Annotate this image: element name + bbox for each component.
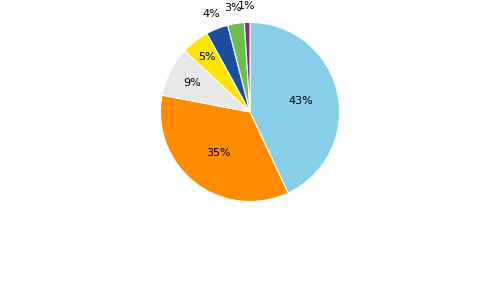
Wedge shape — [207, 25, 250, 112]
Text: 1%: 1% — [238, 1, 256, 11]
Text: 43%: 43% — [288, 96, 313, 106]
Wedge shape — [228, 23, 250, 112]
Text: 3%: 3% — [224, 3, 242, 13]
Wedge shape — [160, 95, 288, 201]
Text: 35%: 35% — [206, 148, 231, 158]
Text: 9%: 9% — [184, 78, 202, 88]
Wedge shape — [162, 51, 250, 112]
Text: 5%: 5% — [198, 52, 216, 62]
Wedge shape — [184, 34, 250, 112]
Text: 4%: 4% — [202, 9, 220, 19]
Wedge shape — [250, 22, 340, 193]
Wedge shape — [244, 22, 250, 112]
